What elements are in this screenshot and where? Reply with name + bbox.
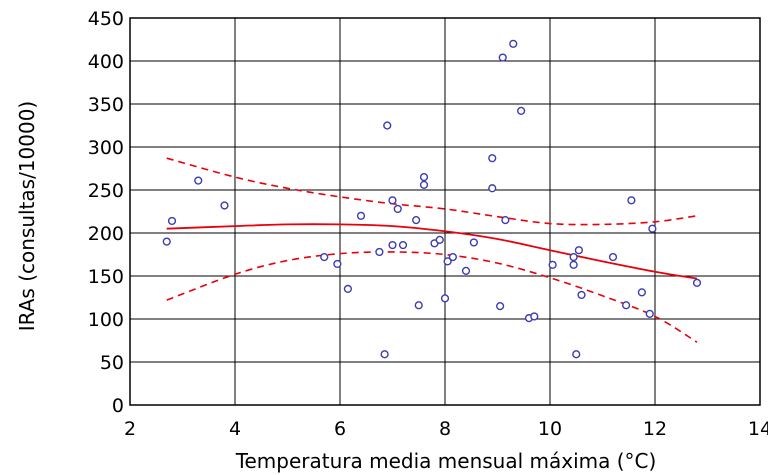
y-tick-label: 150 (88, 266, 124, 288)
x-axis-title: Temperatura media mensual máxima (°C) (235, 449, 657, 473)
data-point (388, 240, 397, 250)
data-point (435, 235, 444, 244)
data-point (448, 252, 457, 262)
x-tick-label: 10 (538, 418, 562, 440)
data-point (343, 284, 352, 294)
grid (129, 17, 761, 406)
plot-frame (129, 17, 761, 406)
x-tick-label: 8 (439, 418, 451, 440)
y-tick-label: 250 (88, 180, 124, 202)
data-point (548, 260, 557, 269)
data-point (574, 246, 583, 255)
data-point (569, 252, 578, 262)
x-tick-label: 12 (643, 418, 667, 440)
y-tick-label: 350 (88, 94, 124, 116)
data-point (419, 173, 429, 182)
x-tick-label: 14 (748, 418, 768, 440)
tick-labels: 2 4 6 8 10 12 14 0 50 100 150 200 250 300 350 400 450 (88, 8, 768, 440)
data-point (220, 201, 229, 210)
data-point (440, 294, 450, 303)
data-point (393, 204, 402, 214)
data-point (167, 216, 177, 226)
y-tick-label: 100 (88, 309, 124, 331)
data-point (622, 301, 631, 310)
data-point (488, 154, 497, 163)
y-tick-label: 200 (88, 223, 124, 245)
data-point (496, 302, 505, 311)
data-point (627, 196, 636, 205)
y-tick-label: 0 (112, 395, 124, 417)
data-point (645, 309, 654, 318)
data-point (414, 301, 423, 310)
series-layer (162, 39, 702, 359)
y-tick-label: 400 (88, 51, 124, 73)
data-point (501, 216, 510, 225)
data-point (356, 211, 366, 220)
data-point (692, 278, 702, 287)
data-point (530, 312, 539, 321)
data-point (398, 240, 408, 250)
data-point (380, 350, 389, 359)
data-point (333, 259, 342, 269)
y-tick-label: 50 (100, 352, 124, 374)
data-point (461, 266, 471, 275)
data-point (388, 196, 397, 205)
data-point (412, 216, 421, 225)
data-point (509, 39, 518, 48)
x-tick-label: 2 (124, 418, 136, 440)
y-axis-title: IRAs (consultas/10000) (15, 101, 39, 332)
data-point (383, 121, 392, 130)
data-point (498, 53, 507, 62)
data-point (320, 252, 329, 262)
data-point (194, 176, 203, 185)
data-point (375, 247, 384, 257)
data-point (517, 106, 526, 115)
fit-line (166, 223, 698, 280)
data-point (572, 350, 581, 359)
x-tick-label: 6 (334, 418, 346, 440)
data-point (648, 224, 657, 233)
data-point (469, 238, 478, 247)
data-point (443, 257, 452, 266)
confidence-lower-line (166, 251, 698, 343)
data-point (419, 180, 429, 189)
data-point (488, 184, 497, 193)
data-point (162, 237, 171, 246)
data-point (569, 260, 578, 269)
x-tick-label: 4 (229, 418, 241, 440)
y-tick-label: 300 (88, 137, 124, 159)
data-point (577, 290, 586, 300)
confidence-upper-line (166, 157, 698, 226)
data-point (608, 252, 618, 262)
y-tick-label: 450 (88, 8, 124, 30)
data-point (637, 288, 646, 297)
